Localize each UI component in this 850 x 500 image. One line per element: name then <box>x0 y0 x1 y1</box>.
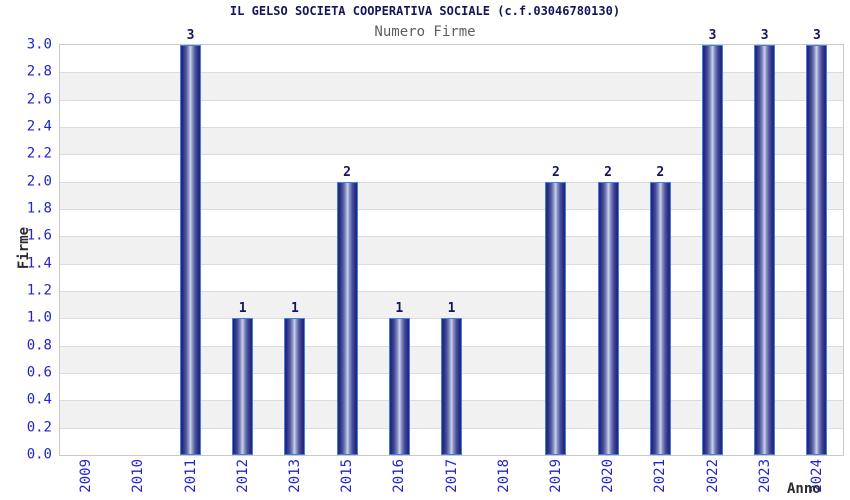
y-tick-label: 2.6 <box>26 91 52 108</box>
bar-value-label: 2 <box>343 164 351 180</box>
bar-value-label: 3 <box>812 28 821 43</box>
plot-band <box>60 181 843 209</box>
bar-value-label: 2 <box>551 164 560 180</box>
x-tick-label: 2012 <box>234 459 251 493</box>
gridline <box>60 154 843 156</box>
y-tick-label: 1.2 <box>26 282 52 299</box>
plot-band <box>60 45 843 73</box>
y-tick-label: 3.0 <box>26 36 52 53</box>
plot-band <box>60 263 843 291</box>
plot-band <box>60 154 843 182</box>
bar-value-label: 1 <box>290 301 299 317</box>
y-tick-label: 1.0 <box>26 309 52 326</box>
y-tick-label: 1.6 <box>26 227 52 244</box>
y-tick-label: 2.4 <box>26 118 52 135</box>
plot-band <box>60 209 843 237</box>
y-tick-label: 2.0 <box>26 173 52 190</box>
bar-2013 <box>284 318 306 455</box>
x-tick-label: 2009 <box>78 459 95 493</box>
gridline <box>60 99 843 101</box>
x-axis: 2009 2010 2011 2012 2013 2015 2016 2017 2018 2019… <box>60 459 843 500</box>
bar-value-label: 1 <box>395 301 404 317</box>
y-tick-label: 0.8 <box>26 337 52 354</box>
x-tick-label: 2013 <box>286 459 303 493</box>
y-tick-label: 2.8 <box>26 63 52 80</box>
x-tick-label: 2023 <box>756 459 773 493</box>
x-tick-label: 2022 <box>704 459 721 493</box>
x-tick-label: 2011 <box>182 459 199 493</box>
bar-value-label: 2 <box>604 164 612 180</box>
plot-band <box>60 99 843 127</box>
chart-subtitle: Numero Firme <box>374 24 476 40</box>
bar-2024 <box>806 45 828 455</box>
bar-2020 <box>597 181 619 455</box>
x-tick-label: 2015 <box>339 459 356 493</box>
plot-area: 3 1 1 2 1 1 2 2 2 3 3 3 <box>59 29 844 456</box>
y-axis: 3.0 2.8 2.6 2.4 2.2 2.0 1.8 1.6 1.4 1.2 1.0 0.8 0.6 0… <box>0 37 52 462</box>
x-tick-label: 2019 <box>547 459 564 493</box>
y-tick-label: 2.2 <box>26 145 52 162</box>
plot-band <box>60 127 843 155</box>
bar-value-label: 3 <box>186 28 195 43</box>
bar-value-label: 3 <box>708 28 717 43</box>
x-tick-label: 2017 <box>443 459 460 493</box>
bar-value-label: 2 <box>656 164 665 180</box>
y-tick-label: 0.0 <box>26 446 52 463</box>
bar-value-label: 1 <box>238 301 247 317</box>
y-tick-label: 0.4 <box>26 391 52 408</box>
bar-2017 <box>441 318 462 455</box>
chart-title: IL GELSO SOCIETA COOPERATIVA SOCIALE (c.… <box>229 4 621 18</box>
gridline <box>60 291 843 292</box>
y-axis-title: Firme <box>16 226 32 270</box>
gridline <box>60 72 843 74</box>
gridline <box>60 263 843 265</box>
bar-2015 <box>336 181 358 455</box>
gridline <box>60 209 843 210</box>
x-tick-label: 2010 <box>130 459 147 493</box>
y-tick-label: 0.6 <box>26 364 52 381</box>
x-tick-label: 2016 <box>391 459 408 493</box>
bar-2023 <box>754 45 776 455</box>
plot-band <box>60 236 843 264</box>
bar-2011 <box>180 45 201 455</box>
bar-value-label: 3 <box>760 28 769 43</box>
bar-2012 <box>232 318 254 455</box>
y-tick-label: 1.4 <box>26 255 52 272</box>
bar-2021 <box>649 181 671 455</box>
x-tick-label: 2021 <box>652 459 669 493</box>
bar-value-label: 1 <box>447 301 456 317</box>
gridline <box>60 236 843 238</box>
bar-2019 <box>545 181 567 455</box>
x-tick-label: 2020 <box>600 459 617 493</box>
gridline <box>60 127 843 128</box>
x-tick-label: 2018 <box>495 459 512 493</box>
plot-band <box>60 72 843 100</box>
y-tick-label: 0.2 <box>26 419 52 436</box>
bar-2016 <box>388 318 410 455</box>
x-axis-title: Anno <box>787 481 821 497</box>
gridline <box>60 181 843 183</box>
y-tick-label: 1.8 <box>26 200 52 217</box>
bar-2022 <box>702 45 723 455</box>
